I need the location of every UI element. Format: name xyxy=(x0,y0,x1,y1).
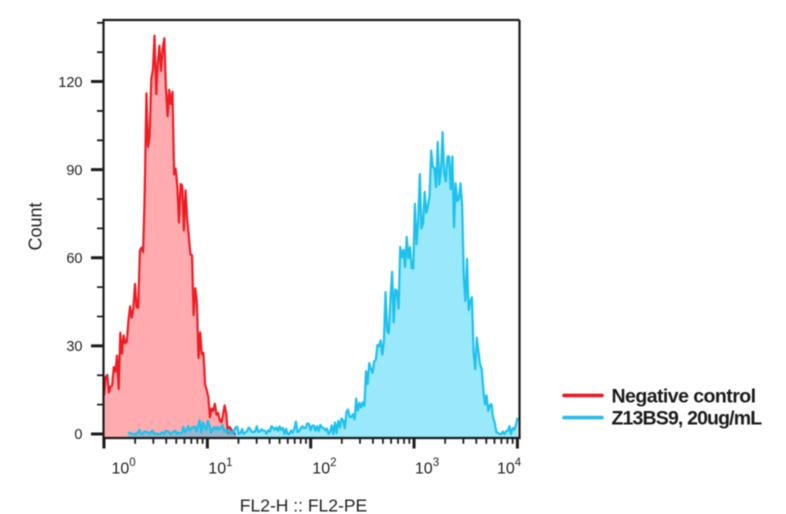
svg-text:30: 30 xyxy=(66,339,82,355)
svg-text:Z13BS9, 20ug/mL: Z13BS9, 20ug/mL xyxy=(612,408,763,430)
svg-text:120: 120 xyxy=(58,75,82,91)
svg-text:90: 90 xyxy=(66,163,82,179)
svg-text:Count: Count xyxy=(26,202,46,250)
svg-text:0: 0 xyxy=(74,427,82,443)
svg-text:FL2-H :: FL2-PE: FL2-H :: FL2-PE xyxy=(240,496,367,514)
svg-text:60: 60 xyxy=(66,251,82,267)
svg-text:Negative control: Negative control xyxy=(612,386,756,408)
